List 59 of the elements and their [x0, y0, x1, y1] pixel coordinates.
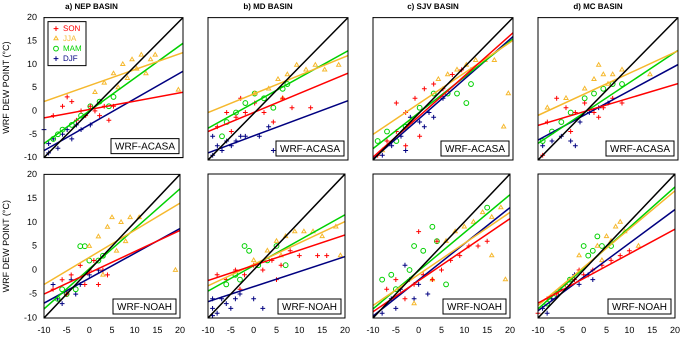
annotation: WRF-ACASA — [610, 144, 670, 155]
annotation: WRF-NOAH — [117, 302, 172, 313]
chart-title: d) MC BASIN — [573, 2, 623, 12]
x-tick-label: 0 — [86, 324, 92, 335]
x-tick-label: 10 — [624, 324, 634, 335]
x-tick-label: 15 — [647, 324, 658, 335]
y-tick-label: 15 — [26, 192, 37, 203]
x-tick-label: 20 — [504, 324, 515, 335]
y-tick-label: -5 — [28, 288, 37, 299]
x-tick-label: -10 — [531, 324, 545, 335]
x-tick-label: 10 — [130, 324, 140, 335]
annotation: WRF-ACASA — [445, 144, 506, 155]
y-tick-label: 0 — [32, 105, 37, 116]
annotation: WRF-NOAH — [447, 302, 502, 313]
x-tick-label: 20 — [174, 324, 185, 335]
y-tick-label: 5 — [32, 82, 37, 92]
x-tick-label: 10 — [294, 324, 304, 335]
annotation: WRF-NOAH — [282, 302, 338, 313]
legend-label: MAM — [63, 44, 82, 53]
x-tick-label: -5 — [392, 324, 400, 335]
x-tick-label: 15 — [317, 324, 328, 335]
annotation: WRF-NOAH — [612, 302, 668, 313]
x-tick-label: -5 — [556, 324, 565, 335]
y-tick-label: 10 — [26, 58, 37, 69]
x-tick-label: 10 — [459, 324, 470, 335]
x-tick-label: 5 — [438, 324, 444, 335]
x-tick-label: 15 — [152, 324, 162, 335]
legend-label: JJA — [63, 34, 77, 43]
chart-title: b) MD BASIN — [243, 2, 293, 12]
y-tick-label: 0 — [32, 264, 37, 275]
x-tick-label: 20 — [670, 324, 680, 335]
x-tick-label: 5 — [604, 324, 610, 335]
y-tick-label: 20 — [26, 168, 37, 179]
legend-label: DJF — [63, 54, 78, 63]
y-tick-label: 15 — [26, 35, 37, 46]
y-tick-label: -10 — [24, 312, 37, 322]
y-tick-label: 20 — [26, 12, 37, 22]
x-tick-label: 5 — [274, 324, 280, 335]
y-tick-label: -5 — [28, 128, 37, 139]
x-tick-label: 20 — [340, 324, 350, 335]
chart-title: a) NEP BASIN — [65, 2, 118, 12]
legend-label: SON — [63, 24, 81, 33]
x-tick-label: 0 — [581, 324, 586, 335]
chart-title: c) SJV BASIN — [407, 2, 460, 12]
x-tick-label: 5 — [109, 324, 115, 335]
y-axis-title: WRF DEW POINT (°C) — [0, 200, 11, 292]
y-tick-label: -10 — [24, 152, 37, 162]
annotation: WRF-ACASA — [280, 144, 340, 155]
x-tick-label: -10 — [366, 324, 380, 335]
annotation: WRF-ACASA — [115, 141, 176, 152]
x-tick-label: 15 — [482, 324, 492, 335]
y-tick-label: 10 — [26, 216, 37, 227]
x-tick-label: -10 — [201, 324, 215, 335]
y-tick-label: 5 — [32, 240, 37, 251]
x-tick-label: -5 — [62, 324, 71, 335]
y-axis-title: WRF DEW POINT (°C) — [0, 41, 11, 134]
x-tick-label: 0 — [416, 324, 422, 335]
x-tick-label: 0 — [251, 324, 256, 335]
x-tick-label: -5 — [226, 324, 235, 335]
